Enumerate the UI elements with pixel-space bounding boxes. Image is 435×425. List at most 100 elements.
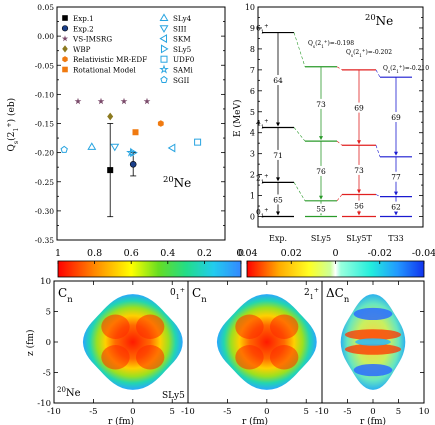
x-tick-label-c: 0 <box>130 407 135 417</box>
data-point <box>157 120 164 127</box>
level-connector <box>293 127 306 142</box>
nucleus-label-b: 20Ne <box>365 12 393 28</box>
arrowhead <box>394 191 398 196</box>
arrowhead <box>357 211 361 216</box>
y-tick-label-c: -10 <box>37 399 51 409</box>
data-point <box>74 97 82 105</box>
arrowhead <box>319 136 323 141</box>
difference-band <box>344 329 402 341</box>
label-bg <box>315 203 327 214</box>
y-tick-label-a: -0.25 <box>35 178 54 187</box>
data-point <box>130 148 138 158</box>
density-lobe <box>101 314 130 339</box>
x-axis-label-c: r (fm) <box>108 416 134 425</box>
y-tick-label-a: -0.10 <box>35 90 54 99</box>
data-point <box>110 143 120 152</box>
level-connector <box>336 66 343 71</box>
y-tick-label-a: 0.00 <box>37 32 54 41</box>
nucleus-label-a: 20Ne <box>163 174 191 190</box>
plot-frame-b <box>257 6 424 228</box>
be2-value: 64 <box>273 76 283 85</box>
density-lobe <box>135 345 165 370</box>
level-connector <box>336 194 343 201</box>
y-tick-label-a: -0.05 <box>35 61 54 70</box>
panel-title: Cn <box>58 286 73 304</box>
data-point <box>129 160 137 168</box>
level-connector <box>375 145 381 157</box>
y-tick-label-b: 5 <box>250 108 255 117</box>
data-point <box>120 97 128 105</box>
legend-label-a: Exp.2 <box>73 24 94 33</box>
density-lobe <box>235 345 264 370</box>
y-tick-label-b: 4 <box>250 129 255 138</box>
label-bg <box>315 98 327 109</box>
be2-value: 73 <box>316 100 326 109</box>
legend-marker-a-right <box>160 44 169 54</box>
be2-value: 55 <box>316 205 326 214</box>
be2-value: 69 <box>391 113 401 122</box>
y-tick-label-a: -0.20 <box>35 149 54 158</box>
be2-value: 65 <box>273 195 283 204</box>
arrowhead <box>394 211 398 216</box>
density-maps-panel: 1 0.8 0.6 0.4 0.2 00.04 0.02 0 -0.02 -0.04-10 -5 0 5… <box>25 248 435 425</box>
legend-marker-a-right <box>159 13 169 22</box>
legend-label-a: WBP <box>73 45 91 54</box>
x-tick-label-c: 10 <box>419 407 430 417</box>
density-contour <box>82 294 183 390</box>
be2-value: 76 <box>316 167 326 176</box>
colorbar-left <box>57 260 242 278</box>
legend-label-a-right: SLy5 <box>173 45 192 54</box>
y-tick-label-c: -5 <box>43 369 51 379</box>
x-tick-label-c: 5 <box>396 407 401 417</box>
legend-marker-a-right <box>160 75 168 83</box>
arrowhead <box>357 140 361 145</box>
arrowhead <box>276 177 280 182</box>
state-label: 41+ <box>256 118 269 130</box>
colorbar-left-tick: 0.4 <box>160 248 175 259</box>
legend-label-a: Rotational Model <box>73 66 136 75</box>
be2-value: 69 <box>354 104 364 113</box>
x-tick-label-c: -10 <box>181 407 195 417</box>
y-tick-label-a: 0.05 <box>37 3 54 12</box>
panel-title: ΔCn <box>326 286 350 304</box>
legend-marker-a-right <box>159 64 169 74</box>
column-label: Exp. <box>269 234 287 243</box>
state-label: 61+ <box>256 24 269 36</box>
colorbar-right-tick: 0.02 <box>281 248 302 259</box>
level-connector <box>336 140 343 146</box>
q-label: Qs(21+)=-0.202 <box>346 48 392 58</box>
density-lobe <box>269 345 299 370</box>
x-tick-label-c: 0 <box>370 407 375 417</box>
legend-label-a: Exp.1 <box>73 14 94 23</box>
legend-marker-a <box>61 35 69 42</box>
y-tick-label-c: 0 <box>46 338 51 348</box>
label-bg <box>272 75 284 86</box>
be2-value: 71 <box>273 151 283 160</box>
state-label: 21+ <box>256 173 269 185</box>
x-tick-label-c: -10 <box>47 407 61 417</box>
arrowhead <box>357 189 361 194</box>
label-bg <box>272 149 284 160</box>
x-tick-label-c: -5 <box>89 407 97 417</box>
colorbar-right-tick: 0.04 <box>236 248 257 259</box>
y-tick-label-a: -0.30 <box>35 207 54 216</box>
arrowhead <box>394 151 398 156</box>
difference-band <box>355 338 391 346</box>
y-tick-label-b: 8 <box>250 45 255 54</box>
legend-marker-a <box>61 25 69 32</box>
y-axis-label-a: Qs(21+) (eb) <box>6 98 20 152</box>
level-connector <box>293 32 306 67</box>
legend-label-a: VS-IMSRG <box>72 35 112 44</box>
state-label: 01+ <box>256 208 269 220</box>
column-label: SLy5T <box>346 234 372 243</box>
x-tick-label-c: 0 <box>264 407 269 417</box>
label-bg <box>390 112 402 122</box>
column-label: T33 <box>388 234 404 243</box>
label-bg <box>390 171 402 182</box>
q-label: Qs(21+)=-0.210 <box>383 64 429 74</box>
y-tick-label-a: -0.35 <box>35 236 54 245</box>
label-bg <box>272 194 284 205</box>
q-label: Qs(21+)=-0.198 <box>308 39 354 49</box>
difference-band <box>353 307 393 321</box>
